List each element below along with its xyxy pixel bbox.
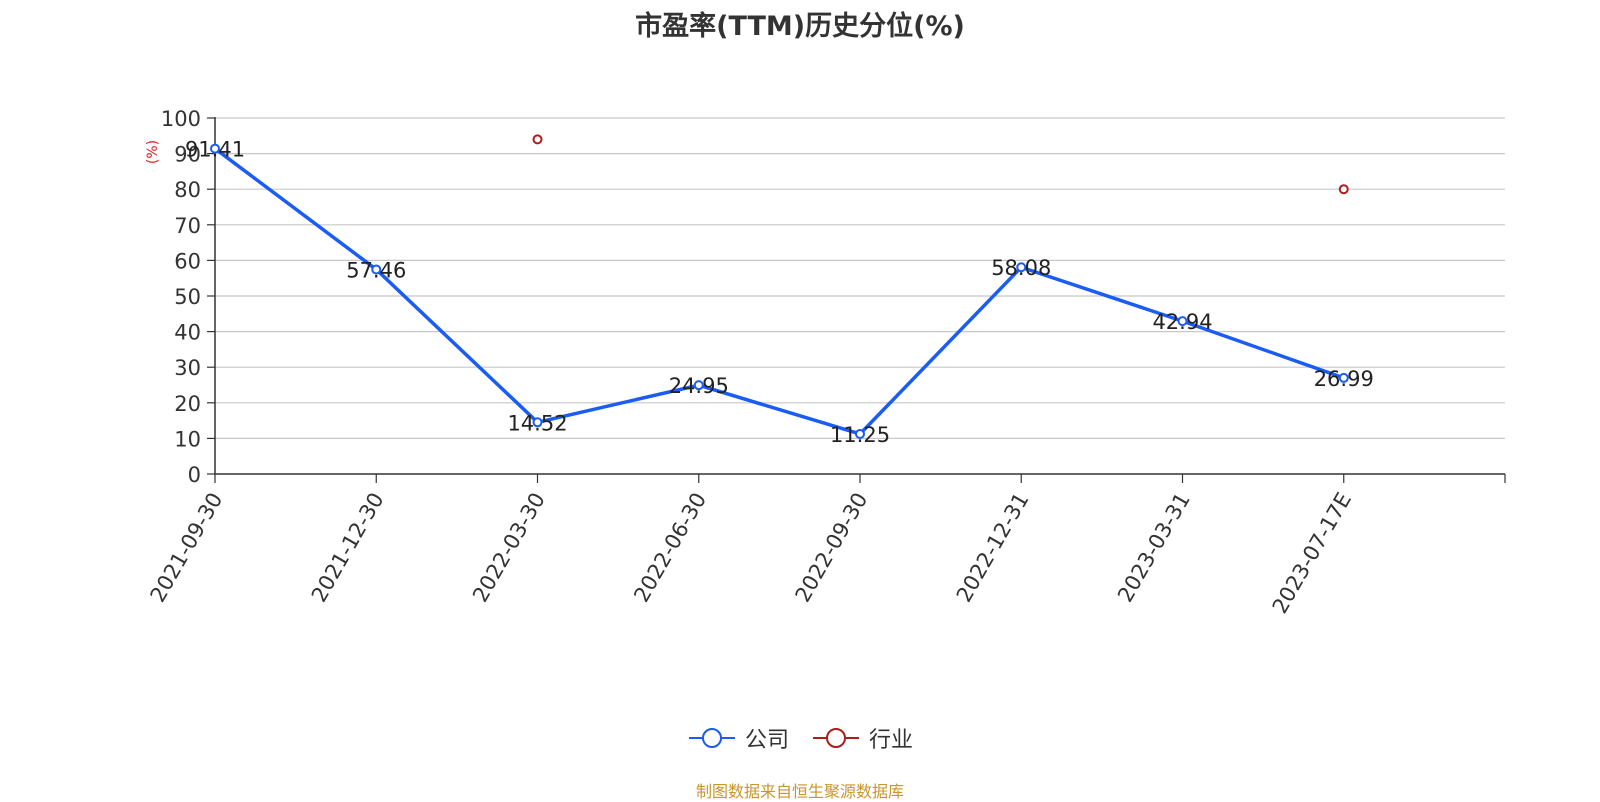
legend-item-industry[interactable]: 行业 bbox=[811, 722, 913, 754]
data-label: 58.08 bbox=[991, 256, 1051, 280]
x-tick-label: 2022-12-31 bbox=[952, 489, 1034, 607]
data-label: 91.41 bbox=[185, 138, 245, 162]
data-label: 26.99 bbox=[1314, 367, 1374, 391]
data-label: 14.52 bbox=[507, 411, 567, 435]
data-point-company bbox=[532, 417, 543, 428]
legend-industry-line-icon bbox=[813, 728, 859, 748]
legend-label-company: 公司 bbox=[744, 728, 789, 753]
legend-label-industry: 行业 bbox=[869, 728, 914, 753]
data-label: 24.95 bbox=[669, 374, 729, 398]
y-tick-label: 30 bbox=[174, 356, 201, 380]
x-tick-label: 2022-06-30 bbox=[629, 489, 711, 607]
data-point-company bbox=[855, 428, 865, 439]
y-tick-label: 70 bbox=[174, 214, 201, 238]
x-tick-label: 2021-12-30 bbox=[307, 489, 389, 607]
data-label: 11.25 bbox=[830, 423, 890, 447]
data-point-company bbox=[1177, 316, 1188, 327]
data-point-company bbox=[1016, 262, 1027, 273]
x-tick-label: 2022-03-30 bbox=[468, 489, 550, 607]
y-tick-label: 10 bbox=[174, 427, 201, 451]
x-tick-label: 2023-07-17E bbox=[1268, 489, 1356, 618]
chart-title: 市盈率(TTM)历史分位(%) bbox=[635, 11, 965, 42]
x-tick-label: 2021-09-30 bbox=[146, 489, 228, 607]
data-point-company bbox=[210, 143, 220, 154]
legend-company-line-icon bbox=[688, 728, 735, 748]
y-tick-label: 90 bbox=[174, 143, 201, 167]
y-axis-label: (%) bbox=[145, 140, 161, 164]
legend-item-company[interactable]: 公司 bbox=[687, 722, 789, 754]
data-point-industry bbox=[1338, 184, 1349, 195]
y-tick-label: 20 bbox=[174, 392, 201, 416]
y-tick-label: 50 bbox=[174, 285, 201, 309]
x-tick-label: 2023-03-31 bbox=[1113, 489, 1195, 607]
data-point-company bbox=[1338, 372, 1349, 383]
y-tick-label: 40 bbox=[174, 321, 201, 345]
series-industry bbox=[532, 134, 1349, 195]
y-tick-label: 80 bbox=[174, 178, 201, 202]
data-point-company bbox=[371, 264, 382, 275]
y-tick-label: 60 bbox=[174, 249, 201, 273]
series-company: 91.41 57.46 14.52 24.95 11.25 58.08 42.94 26.99 bbox=[185, 138, 1374, 447]
data-point-company bbox=[693, 380, 704, 391]
legend: 公司 行业 bbox=[0, 722, 1600, 754]
data-label: 57.46 bbox=[346, 258, 406, 282]
y-tick-label: 0 bbox=[188, 463, 201, 487]
series-line-company bbox=[213, 147, 1345, 436]
x-tick-label: 2022-09-30 bbox=[791, 489, 873, 607]
data-point-industry bbox=[532, 134, 543, 145]
source-note: 制图数据来自恒生聚源数据库 bbox=[695, 782, 904, 801]
data-label: 42.94 bbox=[1152, 310, 1212, 334]
y-tick-label: 100 bbox=[161, 107, 201, 131]
